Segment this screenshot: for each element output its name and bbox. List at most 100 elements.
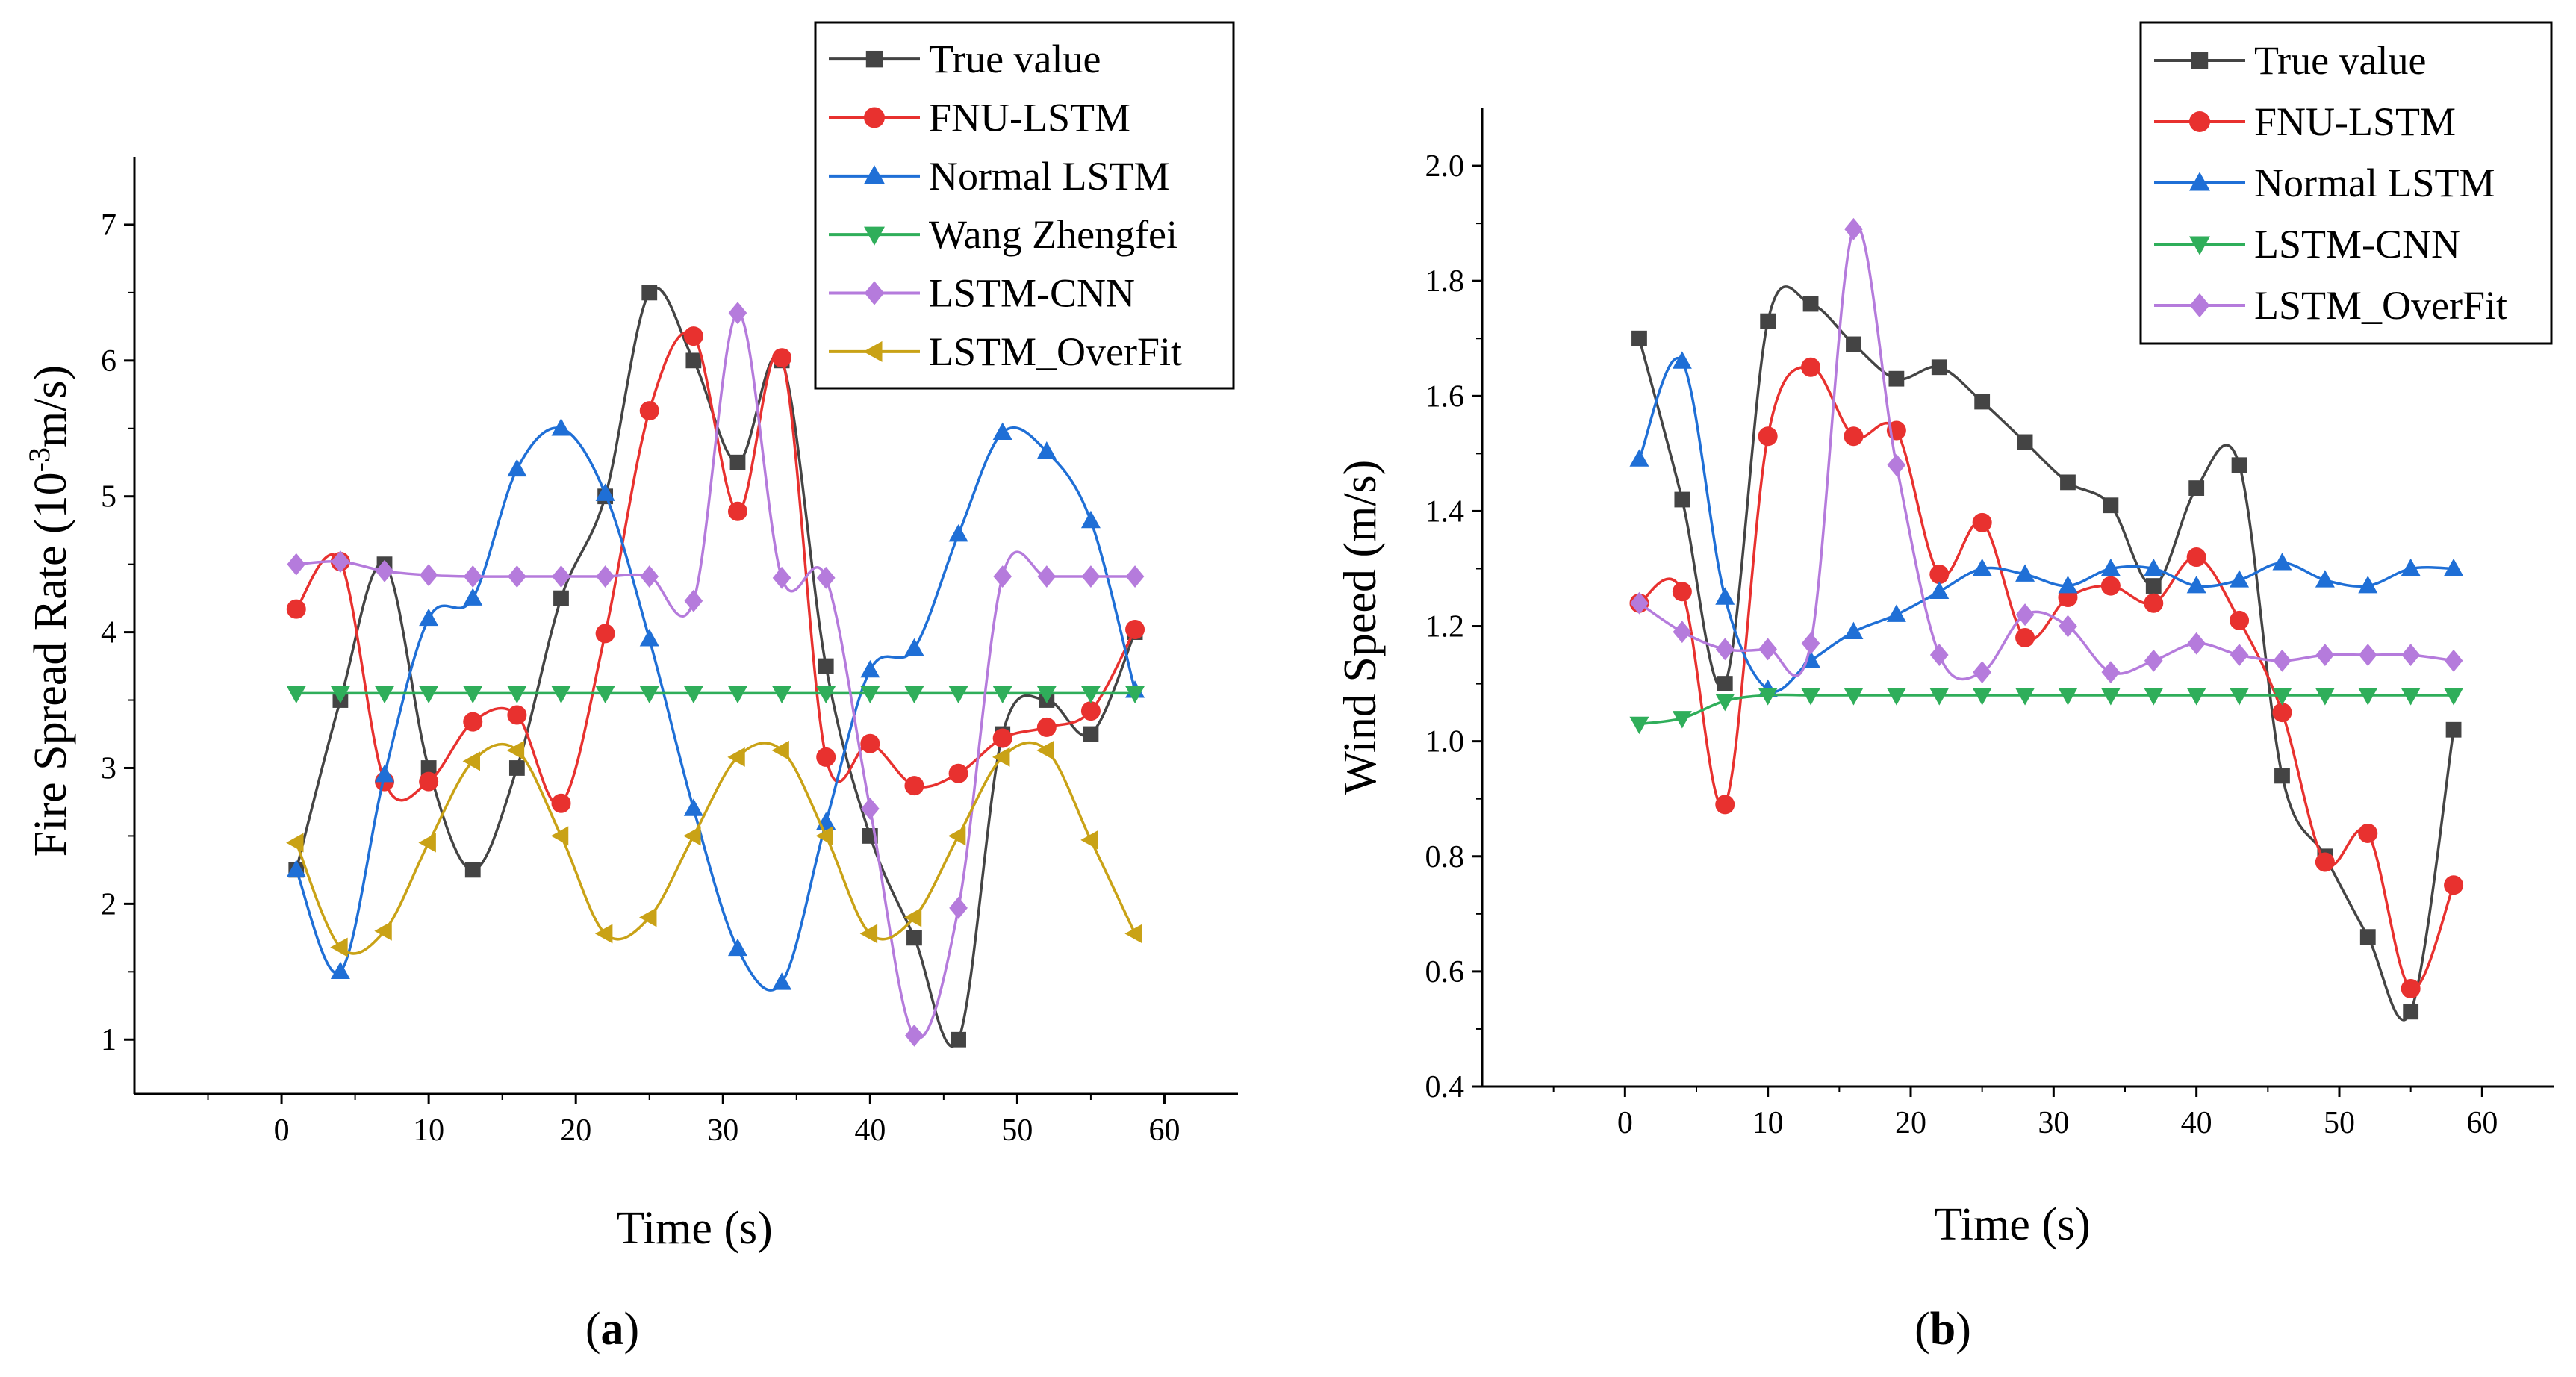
- data-point-normal-lstm: [2272, 553, 2292, 571]
- y-tick-label-a: 4: [101, 616, 116, 650]
- data-point-lstm-cnn: [1801, 688, 1821, 706]
- data-point-wang-zhengfei: [860, 686, 880, 704]
- legend-label-lstm-overfit: LSTM_OverFit: [2254, 283, 2507, 328]
- data-point-true-value: [464, 862, 481, 878]
- data-point-lstm-cnn: [993, 565, 1012, 588]
- data-point-fnu-lstm: [1080, 701, 1101, 721]
- data-point-normal-lstm: [860, 659, 880, 678]
- data-point-lstm-overfit: [506, 740, 525, 760]
- x-tick-label-a: 20: [560, 1113, 591, 1148]
- data-point-lstm-overfit: [418, 833, 436, 853]
- data-point-normal-lstm: [2444, 558, 2464, 576]
- data-point-lstm-cnn: [1037, 565, 1057, 588]
- data-point-fnu-lstm: [727, 501, 747, 521]
- data-point-wang-zhengfei: [595, 686, 615, 704]
- y-tick-label-a: 5: [101, 480, 116, 515]
- data-point-lstm-overfit: [2015, 603, 2035, 627]
- panel-letter-b: b: [1930, 1304, 1956, 1355]
- y-tick-label-b: 2.0: [1425, 149, 1465, 184]
- chart-panel-b: 0 10 20 30 40 50 60 0.4 0.6 0.8 1.0 1.2 1.4 1.6 1.8 2.0…: [1335, 21, 2554, 1355]
- data-point-wang-zhengfei: [330, 686, 350, 704]
- legend-marker-normal-lstm: [2189, 172, 2210, 191]
- y-tick-label-a: 3: [101, 751, 116, 786]
- y-axis-title-a: Fire Spread Rate (10-3m/s): [22, 365, 77, 857]
- data-point-fnu-lstm: [2100, 576, 2121, 596]
- data-point-wang-zhengfei: [1036, 686, 1057, 704]
- data-point-lstm-cnn: [728, 302, 747, 325]
- data-point-wang-zhengfei: [551, 686, 571, 704]
- data-point-normal-lstm: [507, 459, 527, 477]
- data-point-lstm-overfit: [1887, 453, 1906, 476]
- y-tick-label-b: 1.0: [1425, 725, 1465, 759]
- data-point-fnu-lstm: [1672, 582, 1692, 602]
- data-point-normal-lstm: [2100, 558, 2121, 576]
- data-point-normal-lstm: [1972, 558, 1992, 576]
- data-point-lstm-overfit: [1973, 661, 1992, 684]
- data-point-lstm-overfit: [771, 740, 789, 760]
- x-tick-label-a: 60: [1148, 1113, 1180, 1148]
- data-point-lstm-overfit: [639, 907, 657, 927]
- data-point-fnu-lstm: [463, 712, 483, 732]
- data-point-lstm-overfit: [1630, 591, 1649, 615]
- y-axis-title-b: Wind Speed (m/s): [1335, 460, 1386, 795]
- data-point-normal-lstm: [1886, 604, 1906, 622]
- data-point-lstm-cnn: [2272, 688, 2292, 706]
- data-point-lstm-overfit: [2273, 649, 2292, 672]
- data-point-wang-zhengfei: [1125, 686, 1145, 704]
- data-point-fnu-lstm: [419, 771, 439, 792]
- y-tick-label-b: 1.4: [1425, 494, 1465, 529]
- chart-panel-a: 0 10 20 30 40 50 60 1 2 3 4 5 6 7 True value FNU-LSTM N…: [22, 21, 1238, 1355]
- data-point-normal-lstm: [639, 629, 659, 647]
- data-point-lstm-overfit: [1673, 621, 1692, 644]
- data-point-lstm-cnn: [1972, 688, 1992, 706]
- y-tick-label-b: 1.6: [1425, 379, 1465, 414]
- legend-marker-lstm-cnn: [2189, 236, 2210, 255]
- y-tick-label-b: 0.8: [1425, 840, 1465, 874]
- data-point-fnu-lstm: [2358, 823, 2378, 843]
- data-point-true-value: [1674, 491, 1690, 508]
- legend-marker-lstm-overfit: [863, 341, 883, 362]
- data-point-true-value: [951, 1031, 966, 1048]
- data-point-true-value: [729, 454, 746, 470]
- legend-marker-lstm-overfit: [2189, 293, 2210, 318]
- legend-label-normal-lstm: Normal LSTM: [2254, 161, 2495, 205]
- x-tick-label-b: 20: [1895, 1106, 1926, 1140]
- data-point-lstm-cnn: [463, 565, 482, 588]
- data-point-normal-lstm: [1715, 587, 1735, 605]
- x-tick-label-b: 60: [2466, 1106, 2498, 1140]
- data-point-lstm-overfit: [1844, 217, 1863, 240]
- data-point-normal-lstm: [904, 638, 924, 656]
- data-point-lstm-cnn: [1886, 688, 1906, 706]
- data-point-lstm-cnn: [2015, 688, 2035, 706]
- data-point-lstm-overfit: [948, 826, 966, 846]
- data-point-lstm-cnn: [2358, 688, 2378, 706]
- data-point-true-value: [2359, 929, 2376, 945]
- data-point-true-value: [1083, 726, 1099, 742]
- panel-label-b: (b): [1914, 1304, 1971, 1355]
- data-point-true-value: [508, 760, 525, 776]
- data-point-true-value: [1717, 676, 1733, 691]
- y-axis-title-a-superscript: -3: [22, 447, 56, 472]
- data-point-lstm-cnn: [1081, 565, 1101, 588]
- legend-marker-fnu-lstm: [2189, 111, 2210, 132]
- data-point-normal-lstm: [2186, 575, 2206, 594]
- data-point-normal-lstm: [330, 961, 350, 980]
- data-point-true-value: [2403, 1004, 2419, 1020]
- data-point-normal-lstm: [1929, 581, 1950, 600]
- data-point-fnu-lstm: [1844, 426, 1864, 447]
- data-point-lstm-overfit: [727, 747, 745, 767]
- series-line-true-value: [295, 286, 1136, 1048]
- legend-label-wang-zhengfei: Wang Zhengfei: [929, 212, 1177, 257]
- data-point-normal-lstm: [2358, 575, 2378, 594]
- data-point-normal-lstm: [375, 764, 395, 783]
- data-point-lstm-cnn: [1629, 716, 1649, 735]
- legend-box-a: [814, 21, 1235, 390]
- data-point-fnu-lstm: [1929, 565, 1950, 585]
- data-point-fnu-lstm: [1972, 512, 1992, 532]
- data-point-lstm-cnn: [860, 798, 880, 820]
- y-tick-label-a: 7: [101, 208, 116, 243]
- data-point-fnu-lstm: [904, 776, 924, 796]
- data-point-true-value: [1802, 296, 1819, 312]
- data-point-lstm-cnn: [2230, 688, 2250, 706]
